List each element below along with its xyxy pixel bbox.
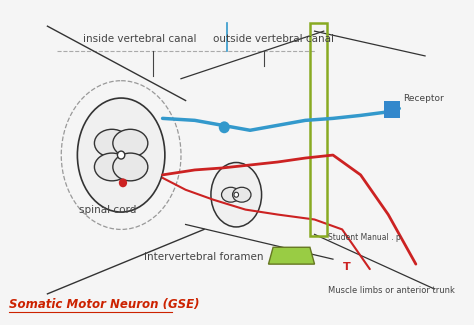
Ellipse shape xyxy=(234,192,238,197)
Ellipse shape xyxy=(219,121,230,133)
Ellipse shape xyxy=(113,129,148,157)
Ellipse shape xyxy=(211,162,262,227)
Text: Muscle limbs or anterior trunk: Muscle limbs or anterior trunk xyxy=(328,286,455,295)
Ellipse shape xyxy=(118,151,125,159)
Ellipse shape xyxy=(94,129,129,157)
Text: T: T xyxy=(343,262,351,272)
Ellipse shape xyxy=(77,98,165,212)
Text: Receptor: Receptor xyxy=(403,94,444,103)
Text: inside vertebral canal: inside vertebral canal xyxy=(83,34,196,44)
Ellipse shape xyxy=(233,187,251,202)
Text: Somatic Motor Neuron (GSE): Somatic Motor Neuron (GSE) xyxy=(9,298,199,311)
Text: intervertebral foramen: intervertebral foramen xyxy=(144,252,264,262)
Text: spinal cord: spinal cord xyxy=(79,205,136,214)
Text: outside vertebral canal: outside vertebral canal xyxy=(213,34,334,44)
Ellipse shape xyxy=(94,153,129,181)
Ellipse shape xyxy=(221,187,240,202)
Text: Student Manual . p: Student Manual . p xyxy=(328,233,401,242)
Polygon shape xyxy=(268,247,315,264)
Bar xyxy=(383,100,400,118)
Bar xyxy=(310,23,327,236)
Ellipse shape xyxy=(113,153,148,181)
Ellipse shape xyxy=(119,178,127,187)
